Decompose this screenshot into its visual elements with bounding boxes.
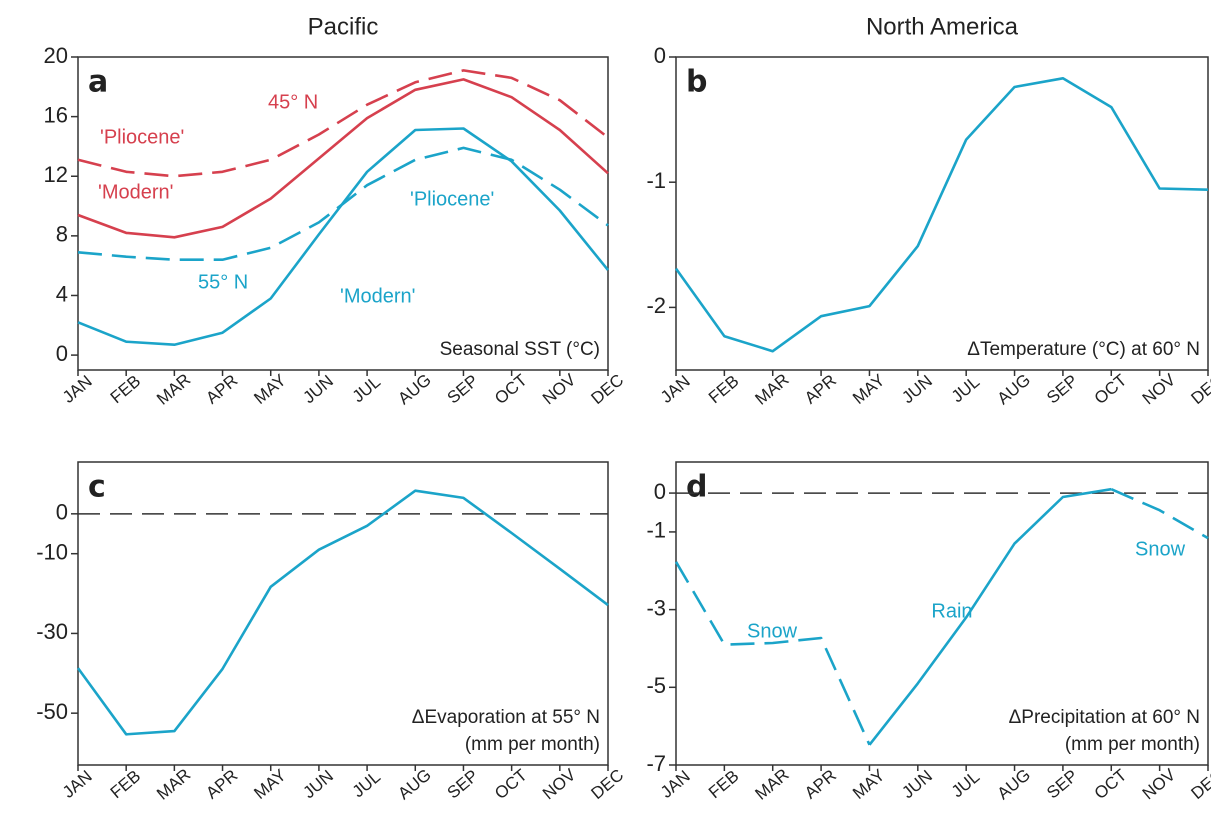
y-tick-label: 0 bbox=[56, 341, 68, 366]
series-label: 'Pliocene' bbox=[410, 188, 494, 210]
plot-frame bbox=[77, 56, 609, 371]
panel-letter: d bbox=[686, 470, 707, 505]
plot-frame bbox=[675, 461, 1209, 766]
series-label: 'Modern' bbox=[340, 285, 415, 307]
series-line bbox=[77, 69, 609, 178]
y-tick-label: 16 bbox=[44, 102, 68, 127]
series-line bbox=[77, 127, 610, 346]
panel-note: ΔTemperature (°C) at 60° N bbox=[967, 339, 1200, 360]
annotation: 45° N bbox=[268, 91, 318, 113]
panel-letter: b bbox=[686, 65, 707, 100]
panel-title: North America bbox=[866, 13, 1019, 40]
series-label: 'Modern' bbox=[98, 181, 173, 203]
panel-note: Seasonal SST (°C) bbox=[440, 339, 600, 360]
series-line bbox=[76, 489, 609, 736]
y-tick-label: -7 bbox=[646, 751, 666, 776]
y-tick-label: 20 bbox=[44, 43, 68, 68]
series-line bbox=[868, 487, 1112, 746]
panel-letter: a bbox=[88, 65, 108, 100]
series-line bbox=[674, 77, 1209, 353]
panel-note: ΔPrecipitation at 60° N bbox=[1009, 707, 1200, 728]
plot-frame bbox=[675, 56, 1209, 371]
y-tick-label: -2 bbox=[646, 293, 666, 318]
y-tick-label: 0 bbox=[56, 500, 68, 525]
panel-letter: c bbox=[88, 470, 106, 505]
y-tick-label: -1 bbox=[646, 168, 666, 193]
y-tick-label: -50 bbox=[36, 699, 68, 724]
annotation: 55° N bbox=[198, 271, 248, 293]
y-tick-label: -1 bbox=[646, 518, 666, 543]
y-tick-label: 8 bbox=[56, 222, 68, 247]
y-tick-label: 0 bbox=[654, 479, 666, 504]
panel-note: (mm per month) bbox=[1065, 734, 1200, 755]
series-line bbox=[674, 488, 1209, 746]
panel-note: (mm per month) bbox=[465, 734, 600, 755]
series-label: Snow bbox=[747, 620, 798, 642]
y-tick-label: -3 bbox=[646, 595, 666, 620]
y-tick-label: -30 bbox=[36, 619, 68, 644]
series-label: Rain bbox=[931, 600, 972, 622]
y-tick-label: -5 bbox=[646, 673, 666, 698]
y-tick-label: 12 bbox=[44, 162, 68, 187]
y-tick-label: -10 bbox=[36, 540, 68, 565]
panel-note: ΔEvaporation at 55° N bbox=[412, 707, 600, 728]
series-line bbox=[77, 78, 609, 239]
y-tick-label: 0 bbox=[654, 43, 666, 68]
y-tick-label: 4 bbox=[56, 281, 68, 306]
series-label: 'Pliocene' bbox=[100, 126, 184, 148]
panel-title: Pacific bbox=[308, 13, 379, 40]
plot-frame bbox=[77, 461, 609, 766]
annotation: Snow bbox=[1135, 538, 1186, 560]
